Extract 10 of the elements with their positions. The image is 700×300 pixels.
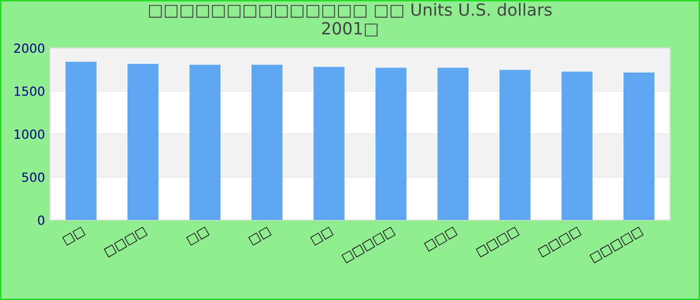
x-tick-label: □□	[62, 226, 86, 246]
y-tick-label: 500	[22, 172, 44, 182]
x-tick-label: □□	[248, 226, 272, 246]
y-tick-label: 1000	[14, 129, 44, 139]
chart-title: □□□□□□□□□□□□□□ □□ Units U.S. dollars 2001□	[149, 3, 552, 36]
x-tick-label: □□	[186, 226, 210, 246]
x-tick-label: □□	[310, 226, 334, 246]
y-tick-label: 1500	[14, 86, 44, 96]
y-tick-label: 2000	[14, 43, 44, 53]
y-tick-label: 0	[38, 215, 44, 225]
